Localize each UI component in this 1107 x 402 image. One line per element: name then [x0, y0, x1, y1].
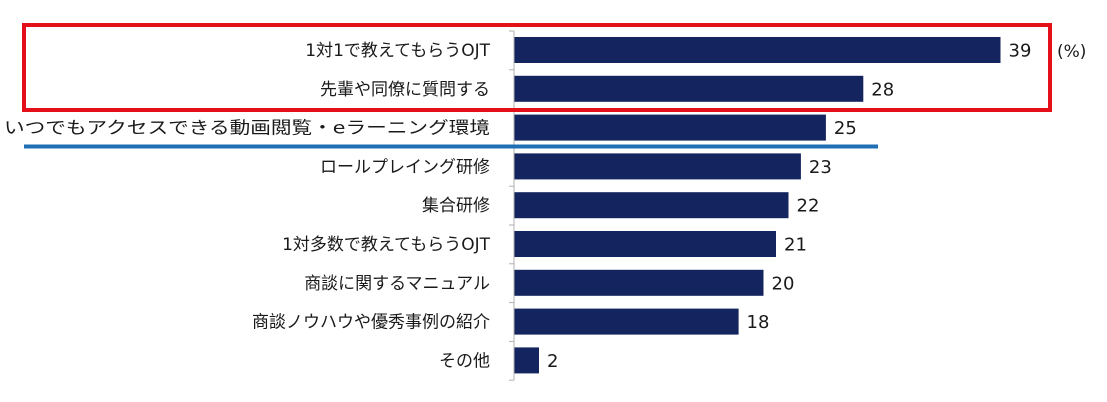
- bar-1: [514, 37, 1001, 63]
- value-label-5: 22: [797, 196, 820, 217]
- category-label-3: いつでもアクセスできる動画閲覧・eラーニング環境: [4, 119, 490, 139]
- category-label-9: その他: [439, 351, 490, 371]
- value-label-7: 20: [772, 273, 795, 294]
- category-label-2: 先輩や同僚に質問する: [320, 80, 490, 100]
- bar-5: [514, 192, 789, 219]
- highlight-box: [22, 23, 1052, 112]
- bar-9: [514, 347, 539, 374]
- value-label-4: 23: [809, 157, 832, 178]
- value-label-3: 25: [834, 118, 857, 139]
- value-label-8: 18: [747, 312, 770, 333]
- category-label-5: 集合研修: [422, 196, 490, 216]
- bar-4: [514, 153, 801, 180]
- bar-7: [514, 269, 764, 296]
- category-label-7: 商談に関するマニュアル: [304, 274, 490, 294]
- bar-2: [514, 75, 864, 102]
- unit-label: (%): [1057, 42, 1086, 62]
- bar-6: [514, 231, 776, 257]
- value-label-1: 39: [1009, 41, 1032, 62]
- category-labels-group: 1対1で教えてもらうOJT 先輩や同僚に質問するいつでもアクセスできる動画閲覧・e…: [4, 41, 491, 371]
- value-label-2: 28: [871, 79, 894, 100]
- bar-8: [514, 308, 739, 335]
- category-label-6: 1対多数で教えてもらうOJT: [282, 235, 491, 255]
- category-label-4: ロールプレイング研修: [320, 157, 490, 177]
- axis-ticks-group: [509, 30, 514, 381]
- value-label-6: 21: [784, 235, 807, 256]
- category-label-1: 1対1で教えてもらうOJT: [305, 41, 490, 61]
- bars-group: [514, 37, 1001, 374]
- value-label-9: 2: [547, 351, 558, 372]
- bar-3: [514, 114, 826, 141]
- category-label-8: 商談ノウハウや優秀事例の紹介: [252, 313, 490, 333]
